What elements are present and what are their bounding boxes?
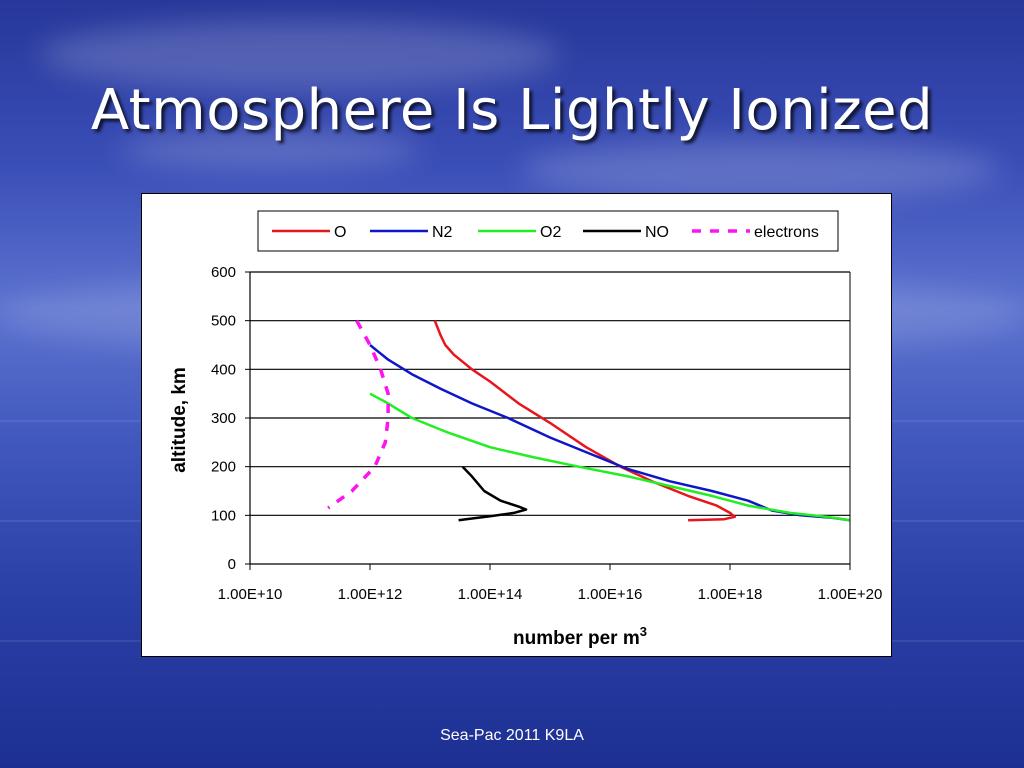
x-tick-label: 1.00E+12	[338, 586, 403, 603]
x-tick-label: 1.00E+10	[218, 586, 283, 603]
x-axis-label-superscript: 3	[640, 624, 647, 639]
x-tick-label: 1.00E+16	[578, 586, 643, 603]
slide-footer: Sea-Pac 2011 K9LA	[440, 727, 584, 744]
y-tick-label: 600	[211, 264, 236, 281]
legend-box	[257, 210, 839, 252]
series-line-o2	[369, 392, 851, 522]
x-axis-label-text: number per m	[513, 628, 640, 649]
legend-label-n2: N2	[432, 224, 453, 241]
slide-title: Atmosphere Is Lightly Ionized	[90, 78, 934, 143]
chart-panel: O N2 O2 NO electrons 0 100 200 300 400 500 600 1.00…	[141, 193, 892, 657]
sky-cloud-streak	[40, 20, 560, 90]
plot-gridlines	[250, 271, 850, 565]
y-tick-label: 0	[228, 556, 236, 573]
legend-label-o: O	[334, 224, 346, 241]
x-tick-label: 1.00E+18	[698, 586, 763, 603]
legend-label-electrons: electrons	[754, 224, 819, 241]
series-line-o	[433, 320, 737, 522]
series-line-no	[458, 465, 528, 522]
plot-series	[327, 319, 851, 522]
x-tick-label: 1.00E+20	[818, 586, 883, 603]
legend-label-no: NO	[645, 224, 669, 241]
x-tick-label: 1.00E+14	[458, 586, 523, 603]
plot-axes: 0 100 200 300 400 500 600 1.00E+10 1.00E+12 1.00E…	[211, 264, 882, 603]
x-axis-label: number per m3	[513, 624, 647, 649]
sky-cloud-streak	[520, 140, 1000, 200]
line-chart: O N2 O2 NO electrons 0 100 200 300 400 500 600 1.00…	[169, 210, 882, 649]
y-axis-label: altitude, km	[169, 367, 190, 473]
series-line-n2	[369, 344, 851, 522]
sky-cloud-streak	[120, 130, 420, 170]
y-tick-label: 200	[211, 459, 236, 476]
y-tick-label: 300	[211, 410, 236, 427]
legend-label-o2: O2	[540, 224, 561, 241]
series-line-electrons	[327, 319, 390, 510]
y-tick-label: 100	[211, 507, 236, 524]
chart-legend: O N2 O2 NO electrons	[257, 210, 839, 252]
y-tick-label: 400	[211, 361, 236, 378]
y-tick-label: 500	[211, 313, 236, 330]
